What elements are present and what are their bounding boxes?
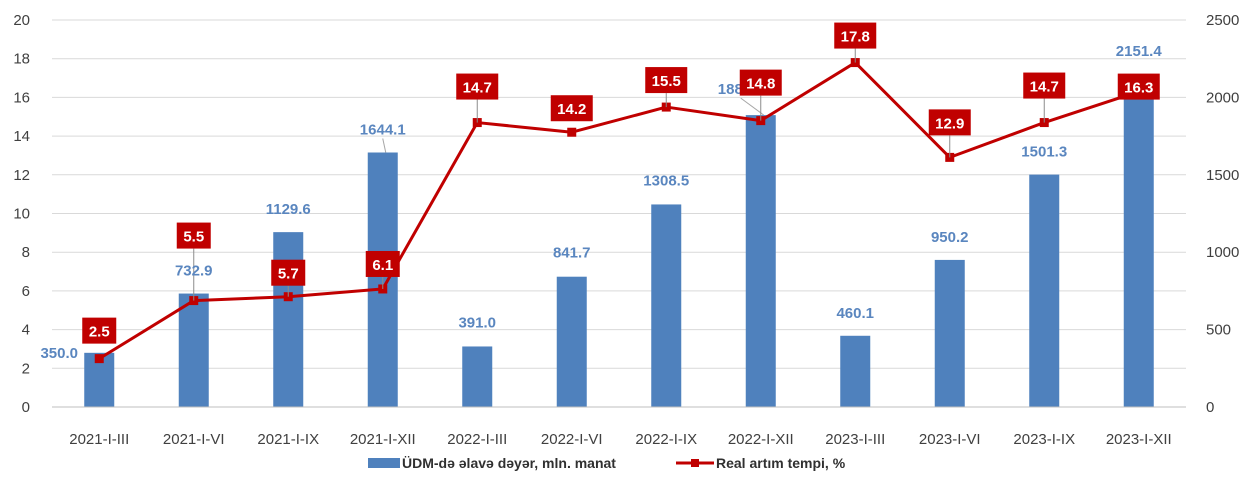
rate-value-label: 6.1 (372, 257, 393, 274)
bar (1029, 174, 1060, 407)
category-label: 2022-I-VI (541, 431, 603, 448)
label-leader (740, 97, 765, 116)
bar-value-label: 841.7 (553, 245, 591, 262)
right-tick-label: 1500 (1206, 167, 1239, 184)
bar (934, 259, 965, 407)
rate-value-label: 12.9 (935, 115, 964, 132)
gridlines (52, 19, 1186, 408)
bar-value-label: 732.9 (175, 263, 213, 280)
bar (651, 204, 682, 407)
rate-value-label: 16.3 (1124, 80, 1153, 97)
rate-value-label: 15.5 (652, 73, 681, 90)
left-tick-label: 4 (22, 322, 30, 339)
rate-label-box (550, 95, 593, 122)
rate-value-label: 17.8 (841, 29, 870, 46)
rate-label-box (271, 259, 306, 286)
bar (1123, 73, 1154, 407)
legend-bar-label: ÜDM-də əlavə dəyər, mln. manat (402, 455, 616, 471)
category-label: 2021-I-VI (163, 431, 225, 448)
label-leaders (193, 48, 1045, 301)
category-label: 2023-I-III (825, 431, 885, 448)
bar (556, 276, 587, 407)
right-axis: 0 500 1000 1500 2000 2500 (1206, 12, 1239, 416)
bar-value-label: 1501.3 (1021, 144, 1067, 161)
rate-label-box (739, 69, 782, 96)
bar-value-label: 460.1 (836, 305, 874, 322)
legend: ÜDM-də əlavə dəyər, mln. manat Real artı… (368, 455, 846, 471)
right-tick-label: 1000 (1206, 244, 1239, 261)
bar-value-label: 1644.1 (360, 121, 406, 138)
legend-line-marker (691, 459, 699, 467)
category-label: 2021-I-IX (257, 431, 319, 448)
rate-label-box (1023, 72, 1066, 99)
bar (462, 346, 493, 407)
rate-value-label: 5.5 (183, 229, 204, 246)
legend-line-label: Real artım tempi, % (716, 455, 846, 471)
category-label: 2021-I-III (69, 431, 129, 448)
rate-label-box (82, 317, 117, 344)
category-label: 2022-I-XII (728, 431, 794, 448)
right-tick-label: 500 (1206, 322, 1231, 339)
category-label: 2023-I-XII (1106, 431, 1172, 448)
label-leader (382, 138, 387, 153)
rate-value-label: 14.7 (1030, 79, 1059, 96)
left-tick-label: 6 (22, 283, 30, 300)
left-tick-label: 16 (13, 89, 30, 106)
rate-value-label: 2.5 (89, 324, 110, 341)
category-label: 2021-I-XII (350, 431, 416, 448)
bar (178, 293, 209, 407)
left-tick-label: 12 (13, 167, 30, 184)
left-tick-label: 0 (22, 399, 30, 416)
left-tick-label: 10 (13, 206, 30, 223)
category-label: 2023-I-IX (1013, 431, 1075, 448)
bar (273, 232, 304, 407)
x-axis: 2021-I-III 2021-I-VI 2021-I-IX 2021-I-XII 20… (52, 406, 1186, 448)
left-tick-label: 20 (13, 12, 30, 29)
rate-label-box (834, 22, 877, 49)
bar-value-label: 1129.6 (266, 201, 311, 218)
category-label: 2022-I-IX (635, 431, 697, 448)
rate-line (98, 61, 1140, 360)
bar-series (84, 73, 1154, 407)
rate-label-box (176, 222, 211, 249)
bar-value-label: 950.2 (931, 229, 969, 246)
bar-value-labels: 350.0732.91129.61644.1391.0841.71308.518… (40, 43, 1162, 362)
rate-value-label: 14.7 (463, 80, 492, 97)
bar-value-label: 2151.4 (1116, 43, 1163, 60)
rate-label-box (365, 250, 400, 277)
rate-value-label: 14.8 (746, 76, 775, 93)
bar (840, 335, 871, 407)
category-label: 2022-I-III (447, 431, 507, 448)
left-tick-label: 14 (13, 128, 30, 145)
rate-marker (567, 127, 577, 137)
left-tick-label: 18 (13, 51, 30, 68)
rate-value-label: 5.7 (278, 266, 299, 283)
legend-bar-swatch (368, 458, 400, 468)
rate-label-box (645, 67, 688, 94)
bar (745, 115, 776, 407)
right-tick-label: 2000 (1206, 89, 1239, 106)
rate-value-labels: 2.5 5.5 5.7 6.1 14.7 14.2 15.5 14.8 17.8 12.9 14.7… (82, 22, 1160, 344)
rate-label-box (1117, 73, 1160, 100)
left-axis: 0 2 4 6 8 10 12 14 16 18 20 (13, 12, 30, 416)
category-label: 2023-I-VI (919, 431, 981, 448)
right-tick-label: 2500 (1206, 12, 1239, 29)
rate-label-box (456, 73, 499, 100)
left-tick-label: 8 (22, 244, 30, 261)
bar-value-label: 350.0 (40, 345, 78, 362)
rate-value-label: 14.2 (557, 101, 586, 118)
rate-marker (94, 354, 104, 364)
bar-value-label: 1308.5 (643, 172, 689, 189)
bar-value-label: 391.0 (458, 314, 496, 331)
line-series (94, 58, 1144, 364)
right-tick-label: 0 (1206, 399, 1214, 416)
rate-label-box (928, 109, 971, 136)
left-tick-label: 2 (22, 360, 30, 377)
